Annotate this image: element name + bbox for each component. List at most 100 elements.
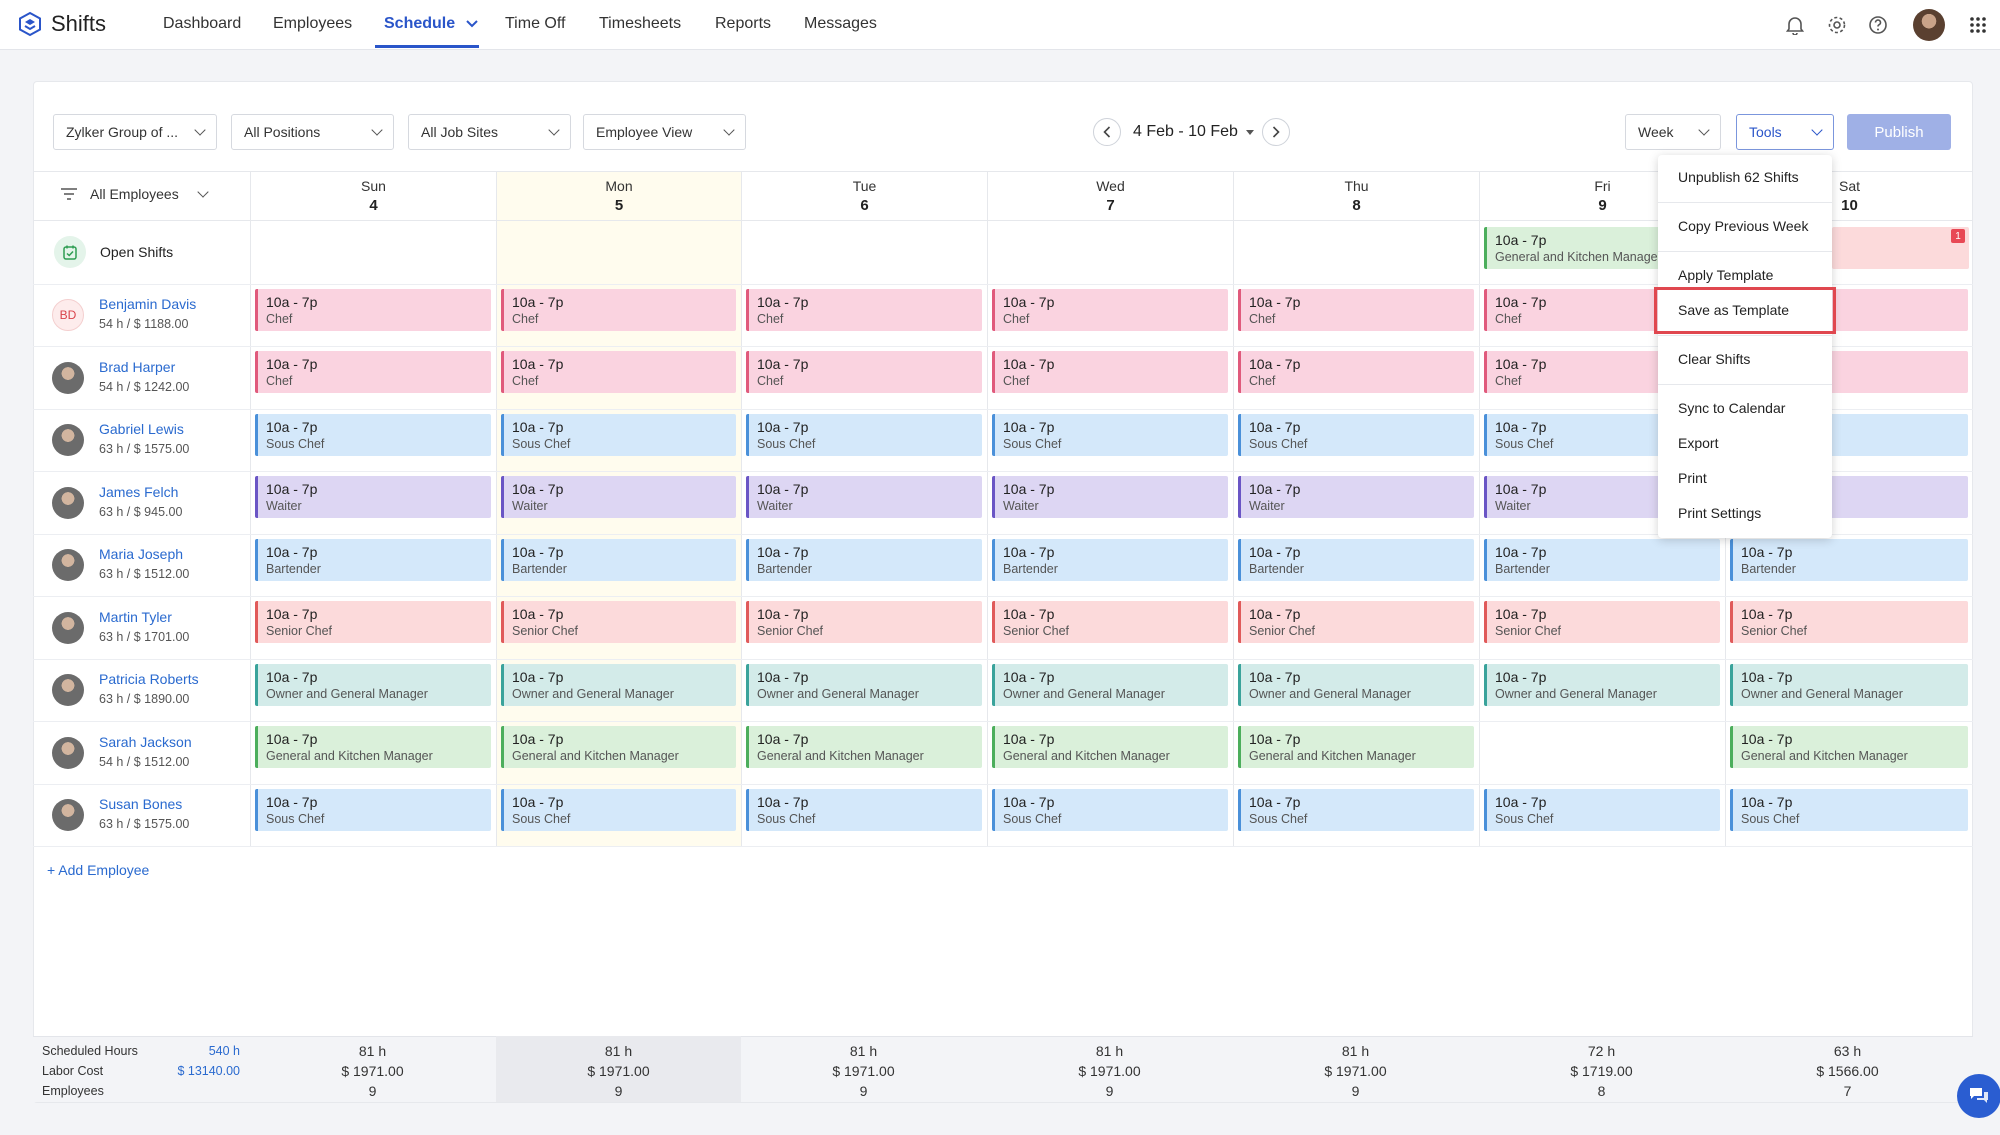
- shift-cell[interactable]: 10a - 7p Sous Chef: [746, 414, 982, 456]
- nav-messages[interactable]: Messages: [804, 15, 877, 32]
- shift-cell[interactable]: 10a - 7p General and Kitchen Manager: [1730, 726, 1968, 768]
- shift-cell[interactable]: 10a - 7p Chef: [746, 289, 982, 331]
- shift-cell[interactable]: 10a - 7p Owner and General Manager: [1484, 664, 1720, 706]
- shift-cell[interactable]: 10a - 7p Owner and General Manager: [746, 664, 982, 706]
- view-select[interactable]: Employee View: [583, 114, 746, 150]
- nav-time-off[interactable]: Time Off: [505, 15, 566, 32]
- shift-cell[interactable]: 10a - 7p Waiter: [746, 476, 982, 518]
- shift-cell[interactable]: 10a - 7p Senior Chef: [992, 601, 1228, 643]
- shift-cell[interactable]: 10a - 7p Chef: [501, 289, 736, 331]
- nav-dashboard[interactable]: Dashboard: [163, 15, 242, 32]
- shift-cell[interactable]: 10a - 7p Waiter: [255, 476, 491, 518]
- tools-button[interactable]: Tools: [1736, 114, 1834, 150]
- menu-unpublish-shifts[interactable]: Unpublish 62 Shifts: [1678, 169, 1799, 185]
- employee-name[interactable]: Patricia Roberts: [99, 671, 199, 687]
- shift-cell[interactable]: 10a - 7p Waiter: [501, 476, 736, 518]
- nav-schedule[interactable]: Schedule: [384, 15, 478, 33]
- help-icon[interactable]: [1866, 13, 1890, 37]
- shift-cell[interactable]: 10a - 7p Owner and General Manager: [501, 664, 736, 706]
- shift-cell[interactable]: 10a - 7p Owner and General Manager: [1730, 664, 1968, 706]
- employee-name[interactable]: Susan Bones: [99, 796, 183, 812]
- shift-cell[interactable]: 10a - 7p Sous Chef: [501, 789, 736, 831]
- shift-cell[interactable]: 10a - 7p Bartender: [992, 539, 1228, 581]
- shift-cell[interactable]: 10a - 7p Senior Chef: [255, 601, 491, 643]
- employee-name[interactable]: James Felch: [99, 484, 179, 500]
- nav-employees[interactable]: Employees: [273, 15, 353, 32]
- chat-icon[interactable]: [1957, 1074, 2000, 1118]
- user-avatar[interactable]: [1913, 9, 1945, 41]
- menu-save-as-template[interactable]: Save as Template: [1678, 302, 1790, 318]
- publish-button[interactable]: Publish: [1847, 114, 1951, 150]
- shift-cell[interactable]: 10a - 7p Senior Chef: [1730, 601, 1968, 643]
- shift-cell[interactable]: 10a - 7p Sous Chef: [255, 414, 491, 456]
- shift-cell[interactable]: 10a - 7p Owner and General Manager: [255, 664, 491, 706]
- shift-cell[interactable]: 10a - 7p Chef: [255, 351, 491, 393]
- employee-name[interactable]: Brad Harper: [99, 359, 176, 375]
- shift-cell[interactable]: 10a - 7p Owner and General Manager: [1238, 664, 1474, 706]
- shift-cell[interactable]: 10a - 7p General and Kitchen Manager: [255, 726, 491, 768]
- job-sites-select[interactable]: All Job Sites: [408, 114, 571, 150]
- shift-cell[interactable]: 10a - 7p Bartender: [501, 539, 736, 581]
- gear-icon[interactable]: [1825, 13, 1849, 37]
- shift-cell[interactable]: 10a - 7p General and Kitchen Manager: [992, 726, 1228, 768]
- bell-icon[interactable]: [1783, 13, 1807, 37]
- employee-name[interactable]: Benjamin Davis: [99, 296, 197, 312]
- shift-cell[interactable]: 10a - 7p Sous Chef: [1238, 789, 1474, 831]
- employee-name[interactable]: Martin Tyler: [99, 609, 172, 625]
- employee-name[interactable]: Maria Joseph: [99, 546, 184, 562]
- shift-cell[interactable]: 10a - 7p Chef: [746, 351, 982, 393]
- shift-cell[interactable]: 10a - 7p Waiter: [1238, 476, 1474, 518]
- shift-cell[interactable]: 10a - 7p Sous Chef: [992, 414, 1228, 456]
- next-week-button[interactable]: [1262, 118, 1290, 146]
- shift-cell[interactable]: 10a - 7p Chef: [992, 351, 1228, 393]
- open-shift-sat[interactable]: [1832, 227, 1969, 269]
- shift-cell[interactable]: 10a - 7p Chef: [501, 351, 736, 393]
- shift-cell[interactable]: 10a - 7p Bartender: [255, 539, 491, 581]
- shift-cell[interactable]: 10a - 7p General and Kitchen Manager: [501, 726, 736, 768]
- add-employee-link[interactable]: + Add Employee: [47, 862, 150, 878]
- grid-icon[interactable]: [1966, 13, 1990, 37]
- open-shift-fri[interactable]: 10a - 7p General and Kitchen Manager: [1484, 227, 1672, 269]
- shift-cell[interactable]: 10a - 7p Bartender: [746, 539, 982, 581]
- shift-cell[interactable]: 10a - 7p Bartender: [1484, 539, 1720, 581]
- menu-export[interactable]: Export: [1678, 435, 1719, 451]
- nav-timesheets[interactable]: Timesheets: [599, 15, 682, 32]
- shift-cell[interactable]: 10a - 7p Sous Chef: [1730, 789, 1968, 831]
- menu-sync-to-calendar[interactable]: Sync to Calendar: [1678, 400, 1786, 416]
- positions-select[interactable]: All Positions: [231, 114, 394, 150]
- employee-filter[interactable]: All Employees: [60, 186, 209, 202]
- menu-clear-shifts[interactable]: Clear Shifts: [1678, 351, 1751, 367]
- shift-cell[interactable]: 10a - 7p Sous Chef: [992, 789, 1228, 831]
- shift-cell[interactable]: 10a - 7p General and Kitchen Manager: [746, 726, 982, 768]
- shift-cell[interactable]: 10a - 7p Owner and General Manager: [992, 664, 1228, 706]
- company-select[interactable]: Zylker Group of ...: [53, 114, 217, 150]
- shift-cell[interactable]: 10a - 7p Bartender: [1238, 539, 1474, 581]
- shift-cell[interactable]: 10a - 7p Sous Chef: [1484, 789, 1720, 831]
- nav-reports[interactable]: Reports: [715, 15, 772, 32]
- app-logo[interactable]: Shifts: [17, 11, 106, 37]
- menu-print[interactable]: Print: [1678, 470, 1707, 486]
- shift-cell[interactable]: 10a - 7p Sous Chef: [255, 789, 491, 831]
- date-range-picker[interactable]: 4 Feb - 10 Feb: [1133, 123, 1254, 141]
- menu-copy-previous-week[interactable]: Copy Previous Week: [1678, 218, 1809, 234]
- shift-cell[interactable]: 10a - 7p Chef: [1238, 351, 1474, 393]
- shift-cell[interactable]: 10a - 7p Sous Chef: [746, 789, 982, 831]
- shift-cell[interactable]: 10a - 7p Senior Chef: [1484, 601, 1720, 643]
- menu-print-settings[interactable]: Print Settings: [1678, 505, 1762, 521]
- shift-cell[interactable]: 10a - 7p Waiter: [992, 476, 1228, 518]
- employee-name[interactable]: Sarah Jackson: [99, 734, 192, 750]
- shift-cell[interactable]: 10a - 7p General and Kitchen Manager: [1238, 726, 1474, 768]
- shift-cell[interactable]: 10a - 7p Chef: [992, 289, 1228, 331]
- shift-cell[interactable]: 10a - 7p Senior Chef: [1238, 601, 1474, 643]
- shift-cell[interactable]: 10a - 7p Chef: [1238, 289, 1474, 331]
- shift-cell[interactable]: 10a - 7p Sous Chef: [1238, 414, 1474, 456]
- shift-cell[interactable]: 10a - 7p Senior Chef: [501, 601, 736, 643]
- menu-apply-template[interactable]: Apply Template: [1678, 267, 1774, 283]
- period-select[interactable]: Week: [1625, 114, 1721, 150]
- previous-week-button[interactable]: [1093, 118, 1121, 146]
- shift-cell[interactable]: 10a - 7p Chef: [255, 289, 491, 331]
- shift-cell[interactable]: 10a - 7p Sous Chef: [501, 414, 736, 456]
- shift-cell[interactable]: 10a - 7p Senior Chef: [746, 601, 982, 643]
- shift-cell[interactable]: 10a - 7p Bartender: [1730, 539, 1968, 581]
- employee-name[interactable]: Gabriel Lewis: [99, 421, 184, 437]
